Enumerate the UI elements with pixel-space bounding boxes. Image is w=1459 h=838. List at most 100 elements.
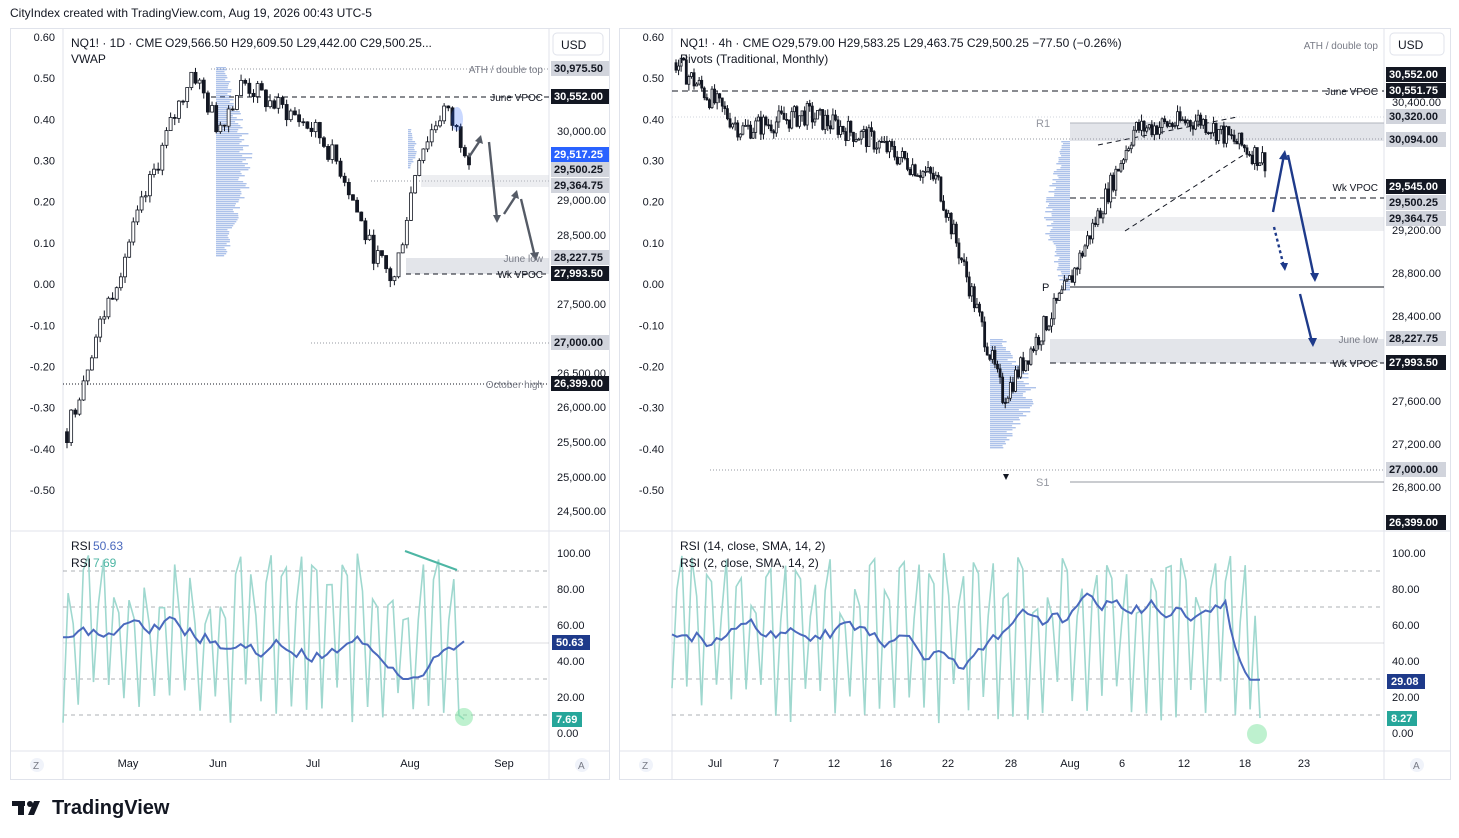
volume-bar: [408, 153, 417, 155]
price-badge: [1386, 83, 1446, 98]
left-currency-button[interactable]: [552, 32, 604, 56]
left-chart-svg[interactable]: NQ1! · 1D · CME O29,566.50 H29,609.50 L2…: [11, 29, 611, 779]
footer-logo[interactable]: TradingView: [12, 796, 169, 820]
right-zoom-button[interactable]: [639, 758, 653, 772]
volume-bar: [216, 131, 238, 133]
volume-bar: [1054, 261, 1070, 263]
candle-body: [1258, 162, 1262, 166]
left-price-series: [65, 67, 471, 449]
time-axis-label: 23: [1298, 758, 1310, 770]
price-badge: [1386, 67, 1446, 82]
axis-tick-label: -0.40: [30, 444, 55, 456]
candle-body: [1150, 124, 1154, 136]
volume-bar: [216, 217, 239, 219]
volume-bar: [408, 143, 417, 145]
candle-body: [947, 212, 951, 218]
volume-bar: [1048, 205, 1070, 207]
candle-body: [895, 156, 899, 165]
left-autoscale-button[interactable]: [575, 758, 589, 772]
volume-bar: [1051, 213, 1070, 215]
volume-bar: [990, 391, 1026, 393]
volume-bar: [1061, 283, 1070, 285]
volume-bar: [990, 401, 1033, 403]
price-badge-text: 27,993.50: [1389, 357, 1438, 369]
level-label: June VPOC: [490, 93, 543, 104]
right-autoscale-button[interactable]: [1410, 758, 1424, 772]
candle-body: [123, 256, 127, 278]
volume-bar: [1046, 197, 1070, 199]
candle-body: [396, 252, 401, 278]
candle-body: [1042, 316, 1046, 342]
candle-body: [288, 110, 293, 121]
volume-bar: [990, 413, 1024, 415]
candle-body: [1050, 318, 1053, 327]
volume-bar: [1044, 217, 1070, 219]
volume-bar: [990, 417, 1020, 419]
candle-body: [176, 100, 181, 119]
axis-tick-label: 25,000.00: [557, 472, 606, 484]
volume-bar: [1045, 219, 1070, 221]
candle-body: [867, 127, 871, 147]
candle-body: [1052, 297, 1056, 320]
volume-bar: [216, 153, 253, 155]
candle-body: [839, 125, 843, 135]
volume-bar: [216, 199, 240, 201]
volume-bar: [990, 385, 1026, 387]
volume-bar: [216, 77, 228, 79]
volume-bar: [216, 201, 239, 203]
candle-body: [774, 121, 778, 134]
level-label: October high: [486, 380, 543, 391]
candle-body: [715, 93, 719, 104]
candle-body: [1122, 159, 1125, 164]
volume-bar: [216, 241, 230, 243]
left-chart-panel[interactable]: NQ1! · 1D · CME O29,566.50 H29,609.50 L2…: [10, 28, 611, 780]
axis-tick-label: 24,500.00: [557, 506, 606, 518]
volume-bar: [990, 411, 1031, 413]
axis-tick-label: 80.00: [557, 584, 585, 596]
right-chart-panel[interactable]: R1 P S1 NQ1! · 4h · CME O29,579.00 H29,5…: [619, 28, 1451, 780]
volume-bar: [1045, 201, 1070, 203]
candle-body: [777, 110, 781, 123]
right-chart-svg[interactable]: R1 P S1 NQ1! · 4h · CME O29,579.00 H29,5…: [620, 29, 1450, 779]
candle-body: [767, 124, 770, 127]
candle-body: [135, 209, 140, 223]
left-rsi-lines: [62, 553, 465, 723]
volume-bar: [1046, 207, 1070, 209]
volume-bar: [216, 185, 246, 187]
volume-bar: [990, 431, 1007, 433]
volume-bar: [990, 409, 1019, 411]
price-badge-text: 30,552.00: [554, 91, 603, 103]
volume-bar: [216, 89, 232, 91]
candle-body: [782, 112, 786, 120]
candle-body: [259, 83, 264, 91]
volume-bar: [216, 139, 245, 141]
right-rsi-badge1-text: 29.08: [1391, 676, 1419, 688]
candle-body: [160, 144, 165, 171]
volume-bar: [216, 213, 239, 215]
volume-bar: [216, 117, 237, 119]
candle-body: [1016, 369, 1020, 378]
volume-bar: [1061, 287, 1070, 289]
right-currency-button[interactable]: [1389, 32, 1445, 56]
candle-body: [836, 119, 840, 135]
right-rsi-badge1: [1387, 674, 1425, 689]
volume-bar: [1058, 265, 1070, 267]
candle-body: [454, 125, 459, 128]
right-time-axis[interactable]: Jul 7 12 16 22 28 Aug 6 12 18 23: [708, 758, 1310, 770]
left-zoom-button[interactable]: [30, 758, 44, 772]
candle-body: [849, 120, 853, 133]
left-level-labels: 30,975.50 ATH / double top 30,552.00 June V…: [469, 61, 611, 391]
right-legend-symbol: NQ1! · 4h · CME: [680, 36, 769, 50]
candle-body: [695, 83, 698, 87]
left-time-axis[interactable]: May Jun Jul Aug Sep: [118, 758, 514, 770]
left-rsi-legend1: RSI: [71, 539, 91, 553]
time-axis-label: Jul: [708, 758, 722, 770]
candle-body: [65, 431, 69, 444]
time-axis-label: May: [118, 758, 139, 770]
axis-tick-label: 0.40: [643, 114, 664, 126]
candle-body: [255, 83, 260, 98]
candle-body: [1237, 132, 1241, 145]
volume-bar: [990, 423, 1021, 425]
candle-body: [404, 219, 409, 246]
candle-body: [421, 148, 426, 161]
